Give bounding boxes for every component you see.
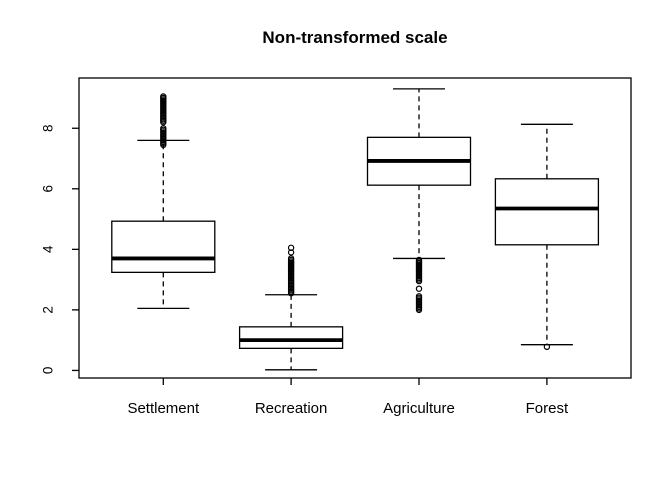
x-tick-label-forest: Forest [526,400,569,417]
y-tick-label-4: 4 [41,245,56,253]
iqr-box-recreation [238,326,344,349]
outlier-point-recreation [287,249,295,256]
chart-title: Non-transformed scale [262,28,448,47]
outlier-point-forest [543,343,551,350]
iqr-box-settlement [111,220,216,273]
outlier-point-agriculture [415,293,423,300]
y-tick-label-0: 0 [41,367,56,375]
outlier-point-settlement [160,93,167,100]
outlier-point-settlement [160,125,167,132]
plot-border [78,77,632,379]
y-tick-label-8: 8 [41,125,56,133]
x-tick-label-settlement: Settlement [127,400,200,417]
outlier-point-agriculture [415,256,423,264]
y-tick-label-2: 2 [41,306,56,314]
outlier-point-recreation [287,255,295,262]
x-tick-label-agriculture: Agriculture [383,400,455,417]
iqr-box-forest [494,178,600,246]
outlier-point-agriculture [415,285,423,292]
x-tick-label-recreation: Recreation [255,400,328,417]
y-tick-label-6: 6 [41,185,56,193]
outlier-point-recreation [287,244,295,251]
